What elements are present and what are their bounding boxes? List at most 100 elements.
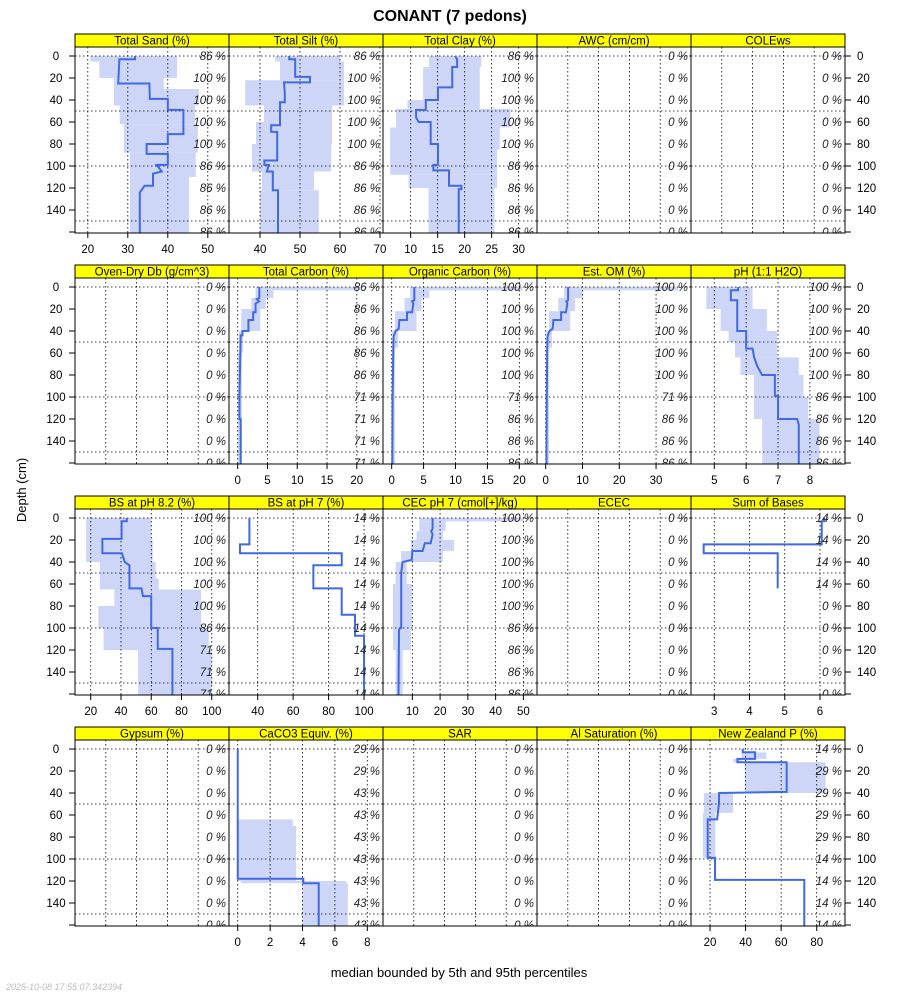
data-contribution-label: 0 % [206,810,226,822]
data-contribution-label: 0 % [514,876,534,888]
median-line [236,749,320,926]
data-contribution-label: 86 % [508,436,534,448]
data-contribution-label: 29 % [815,788,842,800]
data-contribution-label: 100 % [193,139,226,151]
data-contribution-label: 100 % [501,73,534,85]
data-contribution-label: 0 % [822,689,842,701]
depth-tick-label: 140 [46,436,65,448]
data-contribution-label: 0 % [668,557,688,569]
percentile-band [264,105,332,122]
depth-tick-label: 60 [857,810,870,822]
data-contribution-label: 14 % [816,557,842,569]
data-contribution-label: 0 % [668,810,688,822]
percentile-band [735,342,778,358]
percentile-band [753,397,809,419]
median-line [545,287,570,464]
panel-0: 86 %100 %100 %100 %100 %86 %86 %86 %86 %… [46,33,230,256]
panel-plot-area: 14 % 14 % 14 % 14 % 0 % 0 % 0 % 0 % 0 % [691,509,845,701]
data-contribution-label: 86 % [354,304,380,316]
data-contribution-label: 0 % [668,139,688,151]
data-contribution-label: 0 % [206,370,226,382]
panel-strip [690,726,846,741]
depth-tick-label: 0 [53,513,59,525]
depth-tick-label: 20 [857,766,870,778]
depth-tick-label: 140 [857,436,876,448]
x-tick-label: 6 [817,706,823,718]
panel-title: Total Clay (%) [424,36,496,48]
panel-plot-area: 100 % 100 % 100 % 100 % 100 % 86 % 86 % 86 % 86 … [691,278,845,464]
data-contribution-label: 0 % [668,645,688,657]
data-contribution-label: 0 % [206,766,226,778]
depth-tick-label: 20 [50,766,63,778]
panel-16: 29 % 29 % 43 % 43 % 43 % 43 % 43 % 43 % 43 % CaCO… [228,726,384,949]
panel-title: ECEC [598,498,630,510]
data-contribution-label: 86 % [662,436,688,448]
data-contribution-label: 0 % [668,73,688,85]
data-contribution-label: 100 % [347,139,380,151]
data-contribution-label: 0 % [668,689,688,701]
data-contribution-label: 86 % [508,227,534,239]
depth-tick-label: 140 [857,898,876,910]
x-tick-label: 5 [782,706,788,718]
data-contribution-label: 100 % [655,348,688,360]
data-contribution-label: 14 % [816,744,842,756]
percentile-band [702,812,716,858]
data-contribution-label: 86 % [662,458,688,470]
x-tick-label: 20 [704,937,717,949]
percentile-band [280,61,344,81]
data-contribution-label: 43 % [354,810,380,822]
data-contribution-label: 0 % [206,326,226,338]
panel-title: Total Sand (%) [114,36,190,48]
data-contribution-label: 86 % [354,370,380,382]
depth-tick-label: 60 [857,579,870,591]
percentile-band [410,540,454,551]
data-contribution-label: 100 % [655,282,688,294]
percentile-band [86,518,152,540]
data-contribution-label: 0 % [668,227,688,239]
data-contribution-label: 86 % [508,667,534,679]
x-tick-label: 20 [84,706,97,718]
median-line [702,518,826,589]
depth-tick-label: 0 [857,282,863,294]
data-contribution-label: 14 % [354,601,380,613]
depth-tick-label: 120 [46,876,65,888]
data-contribution-label: 100 % [809,282,842,294]
depth-tick-label: 40 [857,788,870,800]
data-contribution-label: 0 % [822,205,842,217]
percentile-band [416,531,443,540]
depth-tick-label: 60 [50,579,63,591]
depth-tick-label: 20 [857,73,870,85]
median-line [101,518,174,695]
data-contribution-label: 0 % [206,854,226,866]
x-tick-label: 4 [299,937,306,949]
x-tick-label: 20 [613,475,626,487]
data-contribution-label: 0 % [206,744,226,756]
x-tick-label: 50 [294,244,307,256]
panel-plot-area: 86 % 100 % 100 % 100 % 100 % 86 % 86 % 86 % 86 % [229,47,383,233]
percentile-band [706,287,753,309]
data-contribution-label: 0 % [822,601,842,613]
x-tick-label: 5 [711,475,717,487]
data-contribution-label: 0 % [822,51,842,63]
panel-2: 86 %100 %100 %100 %100 %86 %86 %86 %86 %… [382,33,538,256]
x-tick-label: 40 [254,244,267,256]
depth-tick-label: 120 [857,645,876,657]
data-contribution-label: 86 % [354,282,380,294]
depth-tick-label: 20 [857,304,870,316]
percentile-band [275,56,340,62]
panel-plot-area: 100 % 100 % 100 % 100 % 100 % 86 % 86 % 86 % 86 … [383,509,537,695]
data-contribution-label: 0 % [668,832,688,844]
data-contribution-label: 43 % [354,832,380,844]
data-contribution-label: 86 % [200,51,226,63]
percentile-band [564,290,583,298]
x-tick-label: 40 [115,706,128,718]
median-line [117,56,185,233]
percentile-band [240,881,347,884]
data-contribution-label: 0 % [514,766,534,778]
percentile-band [245,80,344,106]
data-contribution-label: 14 % [816,920,842,932]
data-contribution-label: 29 % [353,744,380,756]
data-contribution-label: 29 % [815,810,842,822]
panel-15: 0 % 0 % 0 % 0 % 0 % 0 % 0 % 0 % 0 % Gypsum (%) 0 20… [46,726,230,927]
median-line [706,749,806,926]
